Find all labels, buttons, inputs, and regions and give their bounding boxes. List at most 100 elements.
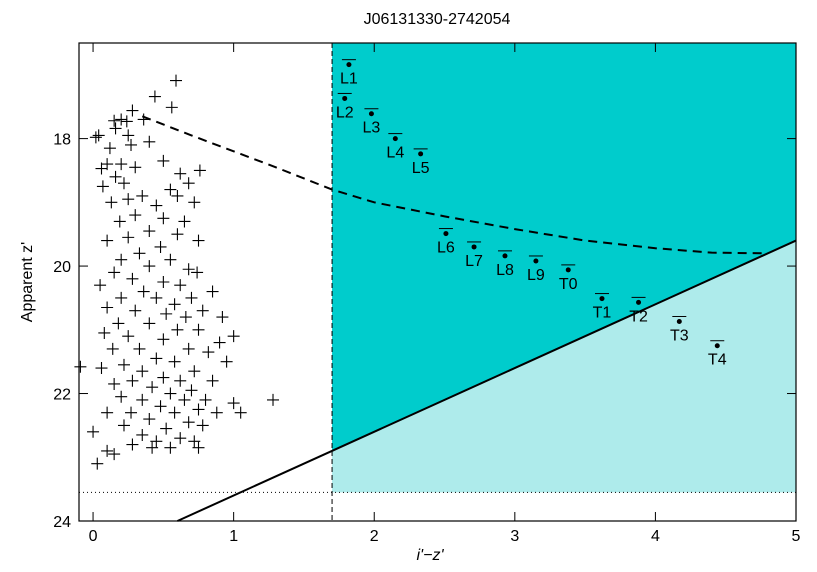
- field-star: [185, 384, 198, 397]
- standard-point: [346, 62, 352, 68]
- standard-point: [502, 253, 508, 259]
- field-star: [168, 406, 181, 419]
- field-star: [168, 355, 181, 368]
- standard-label: L2: [336, 104, 354, 121]
- standard-label: L1: [340, 71, 358, 88]
- x-tick-label: 4: [651, 528, 660, 545]
- field-star: [115, 113, 128, 126]
- field-star: [179, 311, 192, 324]
- field-star: [98, 326, 111, 339]
- standard-point: [342, 95, 348, 101]
- field-star: [174, 279, 187, 292]
- field-star: [185, 291, 198, 304]
- field-star: [136, 189, 149, 202]
- y-axis-label: Apparent z': [19, 242, 36, 322]
- chart-title: J06131330-2742054: [364, 11, 511, 28]
- field-star: [192, 323, 205, 336]
- field-star: [109, 170, 122, 183]
- field-star: [267, 393, 280, 406]
- field-star: [188, 365, 201, 378]
- field-star: [143, 317, 156, 330]
- field-star: [120, 115, 133, 128]
- field-star: [101, 301, 114, 314]
- standard-point: [599, 296, 605, 302]
- field-star: [103, 142, 116, 155]
- y-tick-label: 20: [53, 259, 71, 276]
- standard-label: L4: [386, 145, 404, 162]
- field-star: [136, 393, 149, 406]
- field-star: [188, 196, 201, 209]
- field-star: [150, 291, 163, 304]
- field-star: [234, 406, 247, 419]
- field-star: [126, 438, 139, 451]
- field-star: [178, 393, 191, 406]
- field-star: [129, 161, 142, 174]
- dashed-curve: [141, 115, 768, 255]
- standard-label: T1: [593, 305, 612, 322]
- field-star: [109, 122, 122, 135]
- standard-point: [418, 151, 424, 157]
- field-star: [94, 279, 107, 292]
- field-star: [108, 448, 121, 461]
- field-star: [106, 342, 119, 355]
- selection-region: [332, 43, 796, 451]
- field-star: [220, 355, 233, 368]
- field-star: [125, 138, 138, 151]
- field-star: [154, 400, 167, 413]
- x-tick-label: 2: [370, 528, 379, 545]
- field-star: [157, 212, 170, 225]
- y-tick-label: 18: [53, 132, 71, 149]
- field-star: [148, 90, 161, 103]
- standard-label: L5: [412, 160, 430, 177]
- field-star: [133, 342, 146, 355]
- field-star: [150, 352, 163, 365]
- field-star: [95, 162, 108, 175]
- field-star: [206, 285, 219, 298]
- field-star: [192, 441, 205, 454]
- field-star: [227, 397, 240, 410]
- field-star: [206, 374, 219, 387]
- x-tick-label: 5: [792, 528, 801, 545]
- standard-label: L6: [437, 240, 455, 257]
- standard-point: [443, 231, 449, 237]
- field-star: [89, 131, 102, 144]
- field-star: [92, 129, 105, 142]
- field-star: [91, 457, 104, 470]
- faint-region: [332, 240, 796, 493]
- field-star: [96, 180, 109, 193]
- field-star: [112, 317, 125, 330]
- field-star: [182, 416, 195, 429]
- x-axis-label: i'−z': [416, 547, 444, 564]
- field-star: [157, 154, 170, 167]
- standard-point: [368, 111, 374, 117]
- field-star: [171, 323, 184, 336]
- field-star: [150, 435, 163, 448]
- field-star: [126, 272, 139, 285]
- field-star: [178, 215, 191, 228]
- field-star: [137, 285, 150, 298]
- field-star: [193, 164, 206, 177]
- standard-label: L7: [465, 253, 483, 270]
- field-star: [115, 253, 128, 266]
- field-star: [174, 167, 187, 180]
- field-star: [87, 425, 100, 438]
- field-star: [192, 403, 205, 416]
- field-star: [196, 304, 209, 317]
- standard-label: L9: [527, 267, 545, 284]
- standard-point: [392, 136, 398, 142]
- field-star: [101, 444, 114, 457]
- field-star: [146, 381, 159, 394]
- y-tick-label: 24: [53, 514, 71, 531]
- field-star: [108, 377, 121, 390]
- field-star: [143, 260, 156, 273]
- field-star: [170, 74, 183, 87]
- field-star: [171, 228, 184, 241]
- field-star: [174, 432, 187, 445]
- field-star: [122, 193, 135, 206]
- standard-point: [636, 299, 642, 305]
- field-star: [113, 215, 126, 228]
- field-star: [174, 374, 187, 387]
- field-star: [74, 360, 87, 373]
- field-star: [182, 342, 195, 355]
